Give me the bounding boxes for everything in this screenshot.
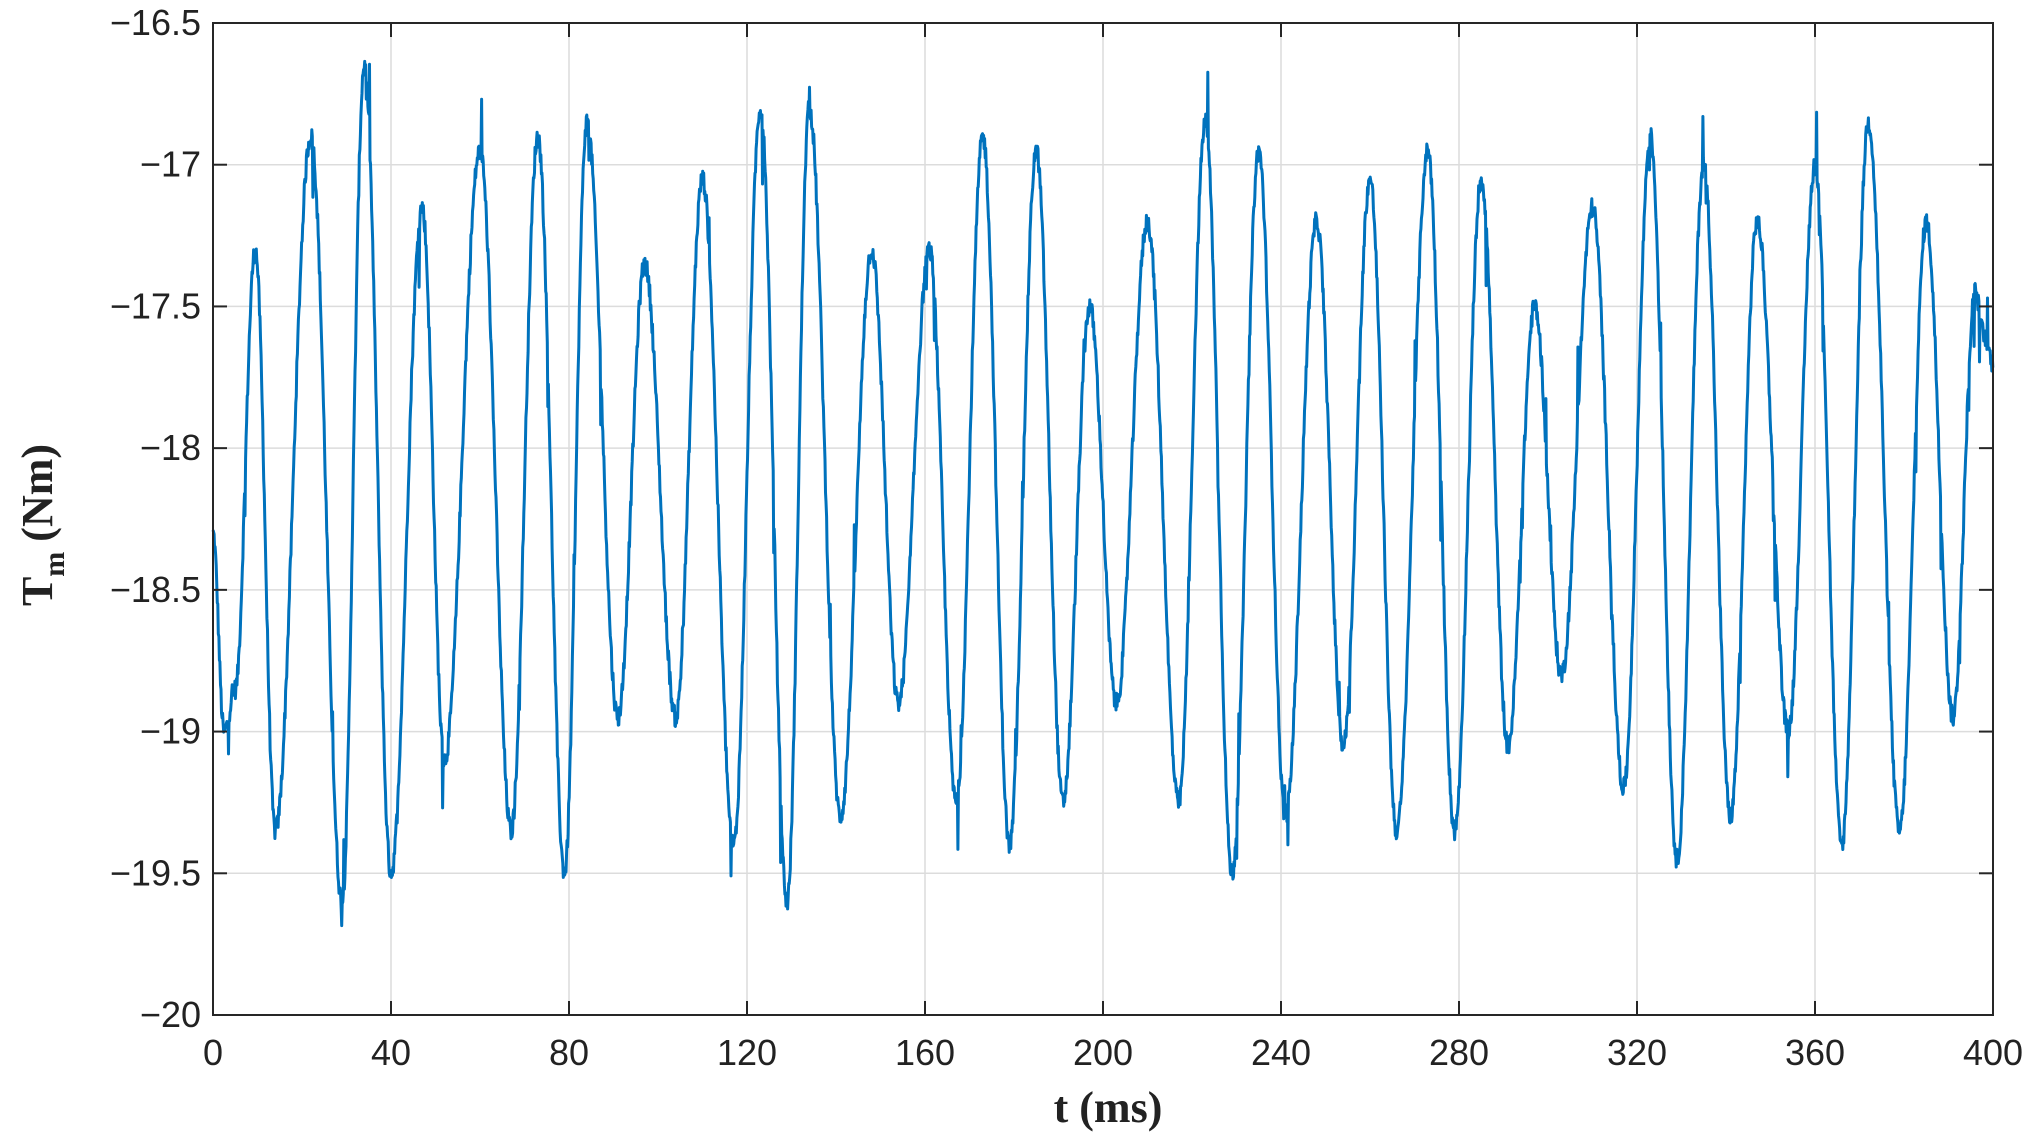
- y-tick-label: −17.5: [110, 285, 201, 326]
- x-tick-label: 160: [895, 1032, 955, 1073]
- x-axis-label: t (ms): [1054, 1083, 1163, 1132]
- x-tick-label: 0: [203, 1032, 223, 1073]
- svg-text:Tm(Nm): Tm (Nm): [13, 444, 71, 606]
- y-axis-label-unit: (Nm): [13, 444, 62, 542]
- x-tick-label: 80: [549, 1032, 589, 1073]
- y-tick-label: −18.5: [110, 569, 201, 610]
- axis-ticks: [212, 22, 1994, 1016]
- y-tick-label: −19.5: [110, 852, 201, 893]
- y-tick-label: −17: [140, 144, 201, 185]
- x-tick-label: 400: [1963, 1032, 2023, 1073]
- y-tick-labels: −20 −19.5 −19 −18.5 −18 −17.5 −17 −16.5: [110, 2, 201, 1035]
- y-axis-label: Tm (Nm): [13, 444, 71, 606]
- x-tick-label: 280: [1429, 1032, 1489, 1073]
- grid-lines: [213, 23, 1993, 1015]
- y-tick-label: −16.5: [110, 2, 201, 43]
- x-tick-labels: 0 40 80 120 160 200 240 280 320 360 400: [203, 1032, 2023, 1073]
- y-tick-label: −19: [140, 711, 201, 752]
- y-axis-label-subscript: m: [38, 552, 71, 577]
- x-tick-label: 40: [371, 1032, 411, 1073]
- x-tick-label: 120: [717, 1032, 777, 1073]
- series-layer: [211, 59, 1995, 928]
- torque-series-line: [211, 59, 1995, 928]
- x-tick-label: 360: [1785, 1032, 1845, 1073]
- x-tick-label: 200: [1073, 1032, 1133, 1073]
- y-tick-label: −18: [140, 427, 201, 468]
- x-tick-label: 320: [1607, 1032, 1667, 1073]
- y-tick-label: −20: [140, 994, 201, 1035]
- y-axis-label-main: T: [13, 577, 62, 606]
- x-tick-label: 240: [1251, 1032, 1311, 1073]
